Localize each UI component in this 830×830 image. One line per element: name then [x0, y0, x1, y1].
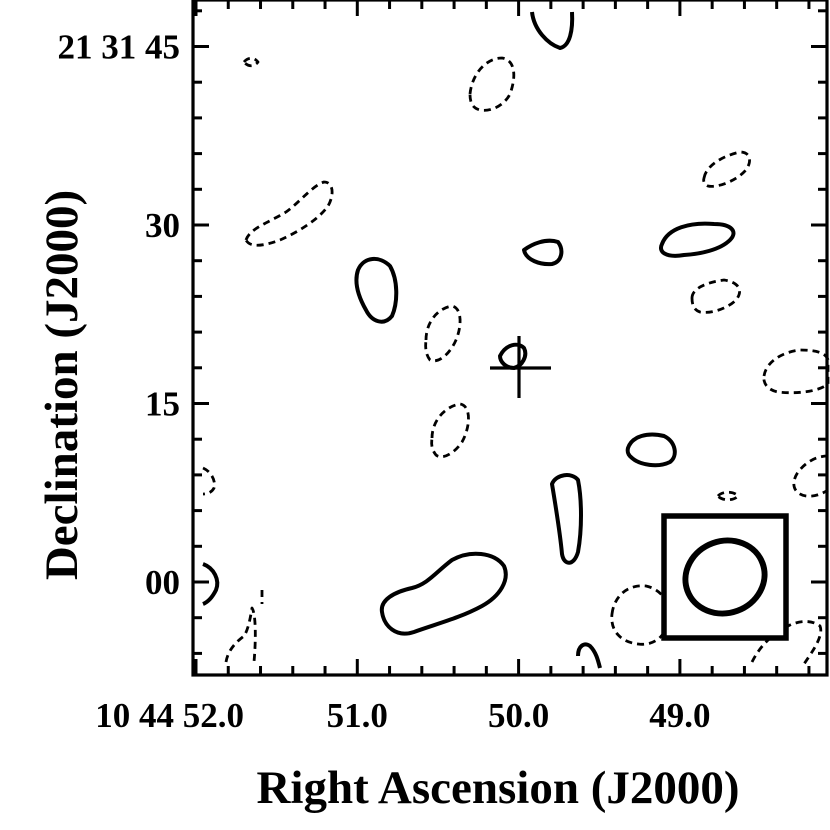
y-tick-label: 00: [145, 563, 180, 602]
contour-neg-bottom-left: [224, 606, 257, 663]
x-tick-label: 10 44 52.0: [95, 696, 244, 735]
y-tick-label: 30: [145, 206, 180, 245]
x-tick-label: 50.0: [488, 696, 549, 735]
axis-ticks: [193, 0, 827, 675]
contour-pos-top-edge: [530, 11, 575, 50]
contour-neg-upper-right: [702, 150, 751, 188]
y-tick-label: 21 31 45: [58, 28, 181, 67]
contour-pos-left-edge-lower: [202, 562, 220, 606]
contour-pos-right-middle: [625, 432, 677, 468]
contour-pos-left-center: [354, 257, 399, 324]
contour-neg-left-lower: [430, 402, 470, 459]
beam-box: [661, 513, 789, 641]
contour-neg-dot-top-left: [242, 56, 260, 68]
contour-neg-left-upper: [244, 180, 334, 247]
x-tick-label: 49.0: [649, 696, 710, 735]
contour-neg-left-middle: [424, 304, 462, 363]
contour-pos-vertical-lower: [550, 473, 583, 565]
contour-neg-bottom-right-edge: [750, 620, 823, 665]
contour-neg-bottom-right: [610, 584, 671, 646]
x-axis-label: Right Ascension (J2000): [256, 762, 739, 814]
contour-neg-right: [690, 278, 741, 314]
beam-ellipse: [682, 537, 768, 617]
x-tick-label: 51.0: [327, 696, 388, 735]
contour-neg-far-right: [762, 348, 830, 395]
y-axis-label: Declination (J2000): [36, 190, 88, 580]
contour-neg-far-right-lower: [792, 454, 829, 498]
contour-pos-bottom-small: [576, 642, 602, 669]
contour-pos-small-center: [522, 238, 564, 267]
axis-tick-labels: 10 44 52.0 51.0 50.0 49.0 21 31 45 30 15 00: [58, 28, 711, 736]
y-tick-label: 15: [145, 385, 180, 424]
beam-inset: [661, 513, 789, 641]
plot-frame: [191, 0, 829, 677]
contour-neg-upper-middle: [468, 56, 516, 112]
position-marker-cross: [490, 336, 551, 398]
contour-layer: [202, 11, 830, 669]
contour-neg-tiny-right: [716, 490, 740, 502]
contour-pos-large-lower-left: [379, 551, 508, 636]
contour-pos-near-marker: [498, 342, 528, 370]
contour-pos-upper-right: [659, 221, 736, 258]
contour-neg-left-edge: [202, 466, 216, 496]
